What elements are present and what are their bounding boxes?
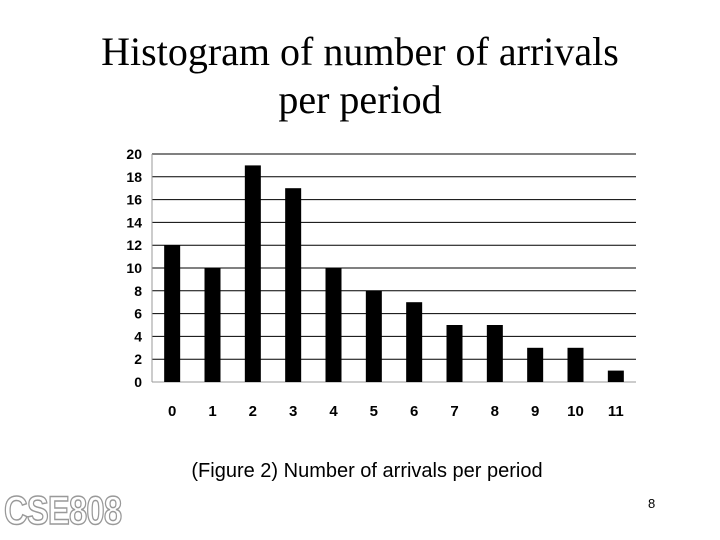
y-tick-label: 2 [134, 351, 142, 367]
y-tick-label: 12 [126, 237, 142, 253]
bar-9 [527, 347, 544, 382]
y-tick-label: 16 [126, 192, 142, 208]
y-tick-label: 6 [134, 306, 142, 322]
x-tick-label: 1 [208, 403, 216, 420]
slide-title-line2: per period [278, 77, 442, 122]
x-tick-label: 7 [450, 403, 458, 420]
x-tick-label: 8 [491, 403, 499, 420]
bar-0 [164, 245, 181, 382]
bar-8 [486, 325, 503, 382]
slide-title-line1: Histogram of number of arrivals [101, 29, 619, 74]
page-number: 8 [648, 496, 656, 511]
cse808-logo: CSE808 [3, 488, 122, 534]
x-tick-label: 11 [608, 403, 624, 420]
y-tick-label: 18 [126, 169, 142, 185]
y-tick-label: 14 [126, 214, 142, 230]
x-tick-label: 0 [168, 403, 176, 420]
bar-2 [244, 165, 261, 382]
x-tick-label: 4 [329, 403, 338, 420]
slide-title: Histogram of number of arrivals per peri… [40, 28, 680, 124]
x-tick-label: 5 [370, 403, 378, 420]
x-tick-label: 9 [531, 403, 539, 420]
bar-6 [406, 302, 423, 382]
y-tick-label: 10 [126, 260, 142, 276]
y-tick-label: 20 [126, 146, 142, 162]
x-tick-label: 2 [249, 403, 257, 420]
x-tick-label: 6 [410, 403, 418, 420]
y-tick-label: 8 [134, 283, 142, 299]
bar-7 [446, 325, 463, 382]
y-tick-label: 0 [134, 374, 142, 390]
x-tick-label: 10 [567, 403, 584, 420]
bar-4 [325, 268, 342, 382]
bar-5 [365, 290, 382, 382]
y-tick-label: 4 [134, 328, 142, 344]
bar-1 [204, 268, 221, 382]
bar-10 [567, 347, 584, 382]
bar-3 [285, 188, 302, 382]
x-tick-label: 3 [289, 403, 297, 420]
figure-caption: (Figure 2) Number of arrivals per period [191, 460, 543, 482]
bar-11 [607, 370, 624, 382]
